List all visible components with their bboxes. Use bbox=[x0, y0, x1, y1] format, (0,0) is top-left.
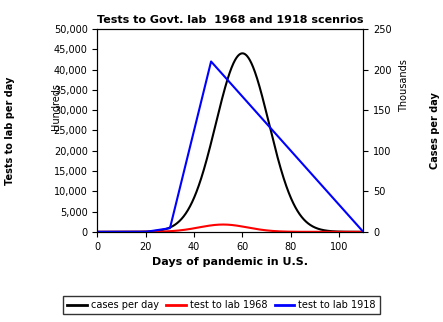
Y-axis label: Cases per day: Cases per day bbox=[431, 92, 440, 169]
Text: Thousands: Thousands bbox=[400, 59, 409, 112]
Y-axis label: Tests to lab per day: Tests to lab per day bbox=[5, 76, 15, 185]
Text: Hundreds: Hundreds bbox=[51, 82, 61, 129]
Legend: cases per day, test to lab 1968, test to lab 1918: cases per day, test to lab 1968, test to… bbox=[63, 296, 380, 314]
X-axis label: Days of pandemic in U.S.: Days of pandemic in U.S. bbox=[152, 257, 308, 267]
Title: Tests to Govt. lab  1968 and 1918 scenrios: Tests to Govt. lab 1968 and 1918 scenrio… bbox=[97, 15, 364, 25]
